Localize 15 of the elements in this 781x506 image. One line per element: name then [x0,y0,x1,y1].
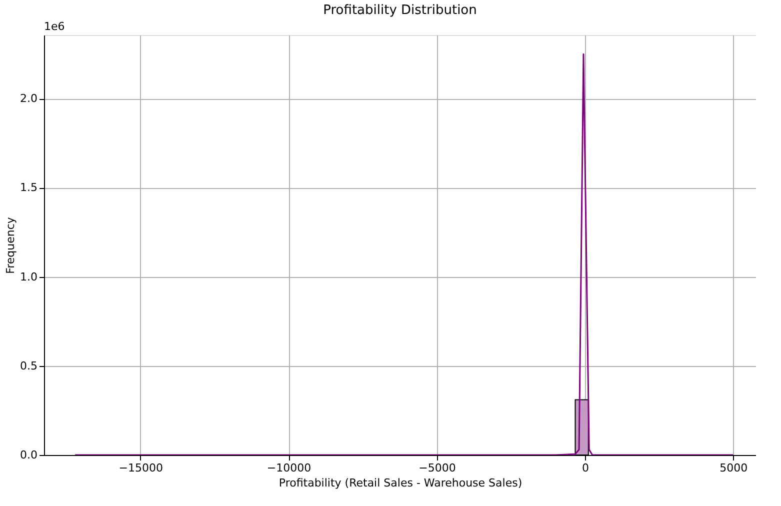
x-tick-label: −5000 [418,462,456,474]
chart-title: Profitability Distribution [323,3,477,18]
y-tick-label: 2.0 [20,92,38,106]
text: 1e6 [44,20,65,33]
x-tick-label: −10000 [266,462,312,474]
y-axis-title: Frequency [4,216,18,274]
x-tick-label: −15000 [118,462,163,474]
x-axis-title: Profitability (Retail Sales - Warehouse Sales) [278,476,522,490]
y-tick-label: 1.5 [20,181,38,194]
x-tick-label: 5000 [720,462,748,474]
x-tick-label: 0 [582,462,589,474]
line-series [74,53,734,455]
y-tick-label: 0.5 [20,359,38,372]
y-tick-label: 0.0 [20,448,38,462]
y-tick-label: 1.0 [20,270,38,284]
